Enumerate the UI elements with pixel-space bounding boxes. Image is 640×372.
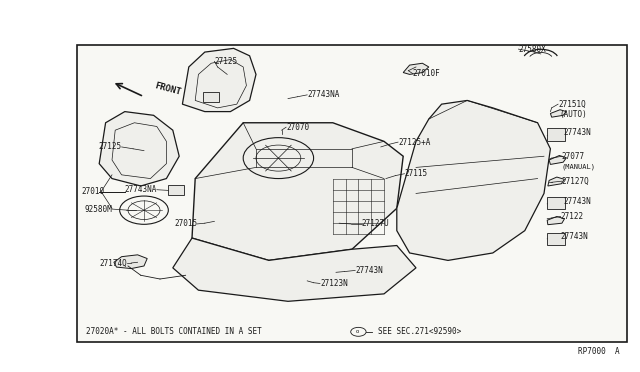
Text: (AUTO): (AUTO)	[559, 110, 587, 119]
Polygon shape	[173, 238, 416, 301]
Text: (MANUAL): (MANUAL)	[562, 163, 596, 170]
Polygon shape	[550, 110, 566, 117]
Text: 27151Q: 27151Q	[558, 100, 586, 109]
Text: 27743N: 27743N	[563, 128, 591, 137]
Text: 27127Q: 27127Q	[562, 177, 589, 186]
Text: SEE SEC.271<92590>: SEE SEC.271<92590>	[378, 327, 461, 336]
Text: 92580M: 92580M	[84, 205, 112, 214]
Text: 27743N: 27743N	[563, 197, 591, 206]
Text: 27127U: 27127U	[362, 219, 389, 228]
Text: 27174Q: 27174Q	[99, 259, 127, 267]
Bar	[547, 197, 565, 209]
Text: 27743NA: 27743NA	[124, 185, 157, 194]
Bar	[77, 45, 627, 342]
Polygon shape	[549, 155, 566, 164]
Text: 27115: 27115	[404, 169, 428, 178]
Text: 27015: 27015	[174, 219, 197, 228]
Text: 27580X: 27580X	[518, 45, 546, 54]
Polygon shape	[548, 177, 564, 186]
Polygon shape	[114, 255, 147, 269]
Text: 27125: 27125	[214, 57, 237, 66]
Text: 27070: 27070	[286, 123, 309, 132]
Text: 27010: 27010	[82, 187, 105, 196]
Text: RP7000  A: RP7000 A	[578, 347, 620, 356]
Bar	[547, 128, 565, 141]
Bar	[203, 92, 219, 102]
Polygon shape	[192, 123, 403, 260]
Text: 27743NA: 27743NA	[307, 90, 340, 99]
Text: 27123N: 27123N	[320, 279, 348, 288]
Text: 27122: 27122	[561, 212, 584, 221]
Text: FRONT: FRONT	[154, 81, 182, 97]
Polygon shape	[182, 48, 256, 112]
Text: 27743N: 27743N	[355, 266, 383, 275]
Bar	[547, 232, 565, 245]
Text: o: o	[355, 329, 359, 334]
Polygon shape	[397, 100, 550, 260]
Polygon shape	[547, 217, 564, 225]
Text: 27743N: 27743N	[561, 232, 588, 241]
Text: 27125+A: 27125+A	[398, 138, 431, 147]
Polygon shape	[403, 63, 429, 74]
Text: 27125: 27125	[99, 142, 122, 151]
Text: 27077: 27077	[562, 152, 585, 161]
Bar	[168, 185, 184, 195]
Text: 27010F: 27010F	[413, 69, 440, 78]
Polygon shape	[99, 112, 179, 186]
Text: 27020A* - ALL BOLTS CONTAINED IN A SET: 27020A* - ALL BOLTS CONTAINED IN A SET	[86, 327, 262, 336]
